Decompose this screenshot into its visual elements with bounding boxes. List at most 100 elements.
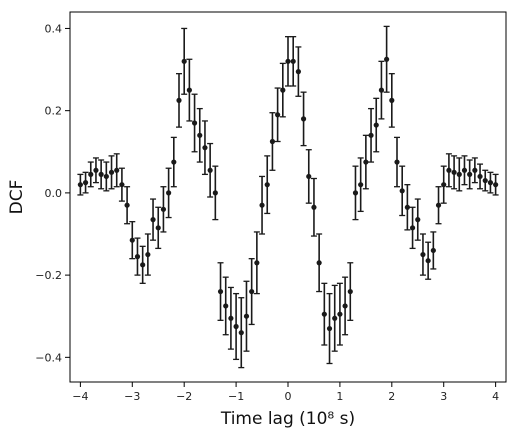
x-tick-label: −3 bbox=[124, 390, 140, 403]
data-marker bbox=[394, 159, 400, 165]
data-point bbox=[155, 206, 162, 250]
data-marker bbox=[373, 122, 379, 128]
data-marker bbox=[207, 167, 213, 173]
data-point bbox=[451, 155, 458, 190]
data-point bbox=[233, 292, 240, 361]
x-axis-title: Time lag (10⁸ s) bbox=[220, 409, 355, 429]
data-marker bbox=[430, 247, 436, 254]
data-marker bbox=[181, 58, 187, 64]
data-marker bbox=[223, 303, 229, 309]
data-marker bbox=[134, 254, 141, 260]
data-point bbox=[383, 25, 390, 93]
data-point bbox=[414, 198, 421, 241]
y-ticks: −0.4 −0.2 0.0 0.2 0.4 bbox=[35, 22, 70, 364]
data-marker bbox=[472, 167, 478, 173]
data-point bbox=[253, 231, 260, 295]
data-point bbox=[243, 280, 250, 352]
data-marker bbox=[467, 171, 473, 177]
x-ticks: −4 −3 −2 −1 0 1 2 3 4 bbox=[72, 382, 499, 403]
data-point bbox=[326, 292, 333, 365]
data-marker bbox=[316, 260, 322, 266]
data-point bbox=[492, 173, 499, 196]
data-point bbox=[212, 165, 219, 221]
data-marker bbox=[150, 217, 156, 223]
data-marker bbox=[171, 159, 177, 165]
data-marker bbox=[363, 159, 369, 165]
data-point bbox=[430, 231, 437, 270]
data-point bbox=[295, 46, 302, 97]
data-point bbox=[124, 186, 131, 225]
data-point bbox=[207, 142, 214, 198]
data-marker bbox=[311, 204, 317, 210]
data-marker bbox=[435, 202, 442, 208]
data-point bbox=[419, 233, 426, 276]
x-tick-label: 1 bbox=[336, 390, 343, 403]
data-marker bbox=[93, 167, 99, 173]
data-marker bbox=[186, 87, 192, 93]
data-marker bbox=[108, 169, 115, 175]
data-points bbox=[77, 25, 499, 369]
data-point bbox=[165, 167, 172, 219]
data-marker bbox=[384, 56, 390, 62]
data-marker bbox=[368, 132, 374, 138]
data-point bbox=[160, 186, 167, 233]
data-point bbox=[336, 282, 343, 346]
data-marker bbox=[337, 311, 343, 317]
data-point bbox=[331, 284, 338, 352]
data-point bbox=[129, 221, 136, 260]
data-point bbox=[222, 276, 229, 336]
data-marker bbox=[482, 177, 488, 184]
data-marker bbox=[285, 58, 291, 64]
data-point bbox=[321, 282, 328, 346]
data-point bbox=[217, 262, 224, 321]
data-marker bbox=[197, 132, 203, 138]
y-tick-label: 0.4 bbox=[45, 22, 63, 35]
data-marker bbox=[140, 262, 146, 268]
data-marker bbox=[378, 87, 385, 93]
data-point bbox=[77, 173, 84, 196]
data-point bbox=[98, 159, 105, 190]
data-marker bbox=[461, 167, 468, 173]
data-point bbox=[487, 171, 494, 194]
data-point bbox=[378, 60, 385, 120]
data-marker bbox=[212, 190, 218, 196]
data-point bbox=[87, 161, 94, 188]
data-point bbox=[196, 107, 203, 163]
data-point bbox=[352, 165, 359, 221]
data-marker bbox=[280, 87, 286, 93]
data-marker bbox=[295, 69, 301, 75]
data-point bbox=[103, 161, 110, 192]
data-marker bbox=[166, 190, 172, 196]
data-marker bbox=[425, 258, 431, 264]
data-point bbox=[471, 157, 478, 184]
data-marker bbox=[238, 330, 244, 336]
data-point bbox=[274, 87, 281, 143]
data-point bbox=[201, 120, 208, 176]
data-point bbox=[269, 112, 276, 171]
data-point bbox=[425, 241, 432, 280]
data-point bbox=[170, 136, 177, 188]
data-point bbox=[388, 73, 395, 128]
data-marker bbox=[300, 116, 307, 122]
data-point bbox=[227, 286, 234, 350]
data-point bbox=[316, 233, 323, 293]
data-marker bbox=[269, 138, 276, 145]
data-point bbox=[181, 27, 188, 95]
data-marker bbox=[441, 182, 447, 188]
data-point bbox=[477, 163, 484, 190]
data-point bbox=[368, 107, 375, 163]
data-point bbox=[362, 134, 369, 190]
data-marker bbox=[487, 180, 494, 186]
data-marker bbox=[389, 97, 395, 103]
data-point bbox=[279, 62, 286, 118]
y-tick-label: −0.4 bbox=[35, 351, 62, 364]
data-marker bbox=[477, 173, 483, 180]
data-point bbox=[435, 186, 442, 225]
data-marker bbox=[98, 171, 104, 177]
data-point bbox=[118, 167, 125, 202]
x-tick-label: 2 bbox=[388, 390, 395, 403]
data-marker bbox=[155, 225, 161, 231]
x-tick-label: 4 bbox=[492, 390, 499, 403]
data-marker bbox=[160, 206, 167, 212]
